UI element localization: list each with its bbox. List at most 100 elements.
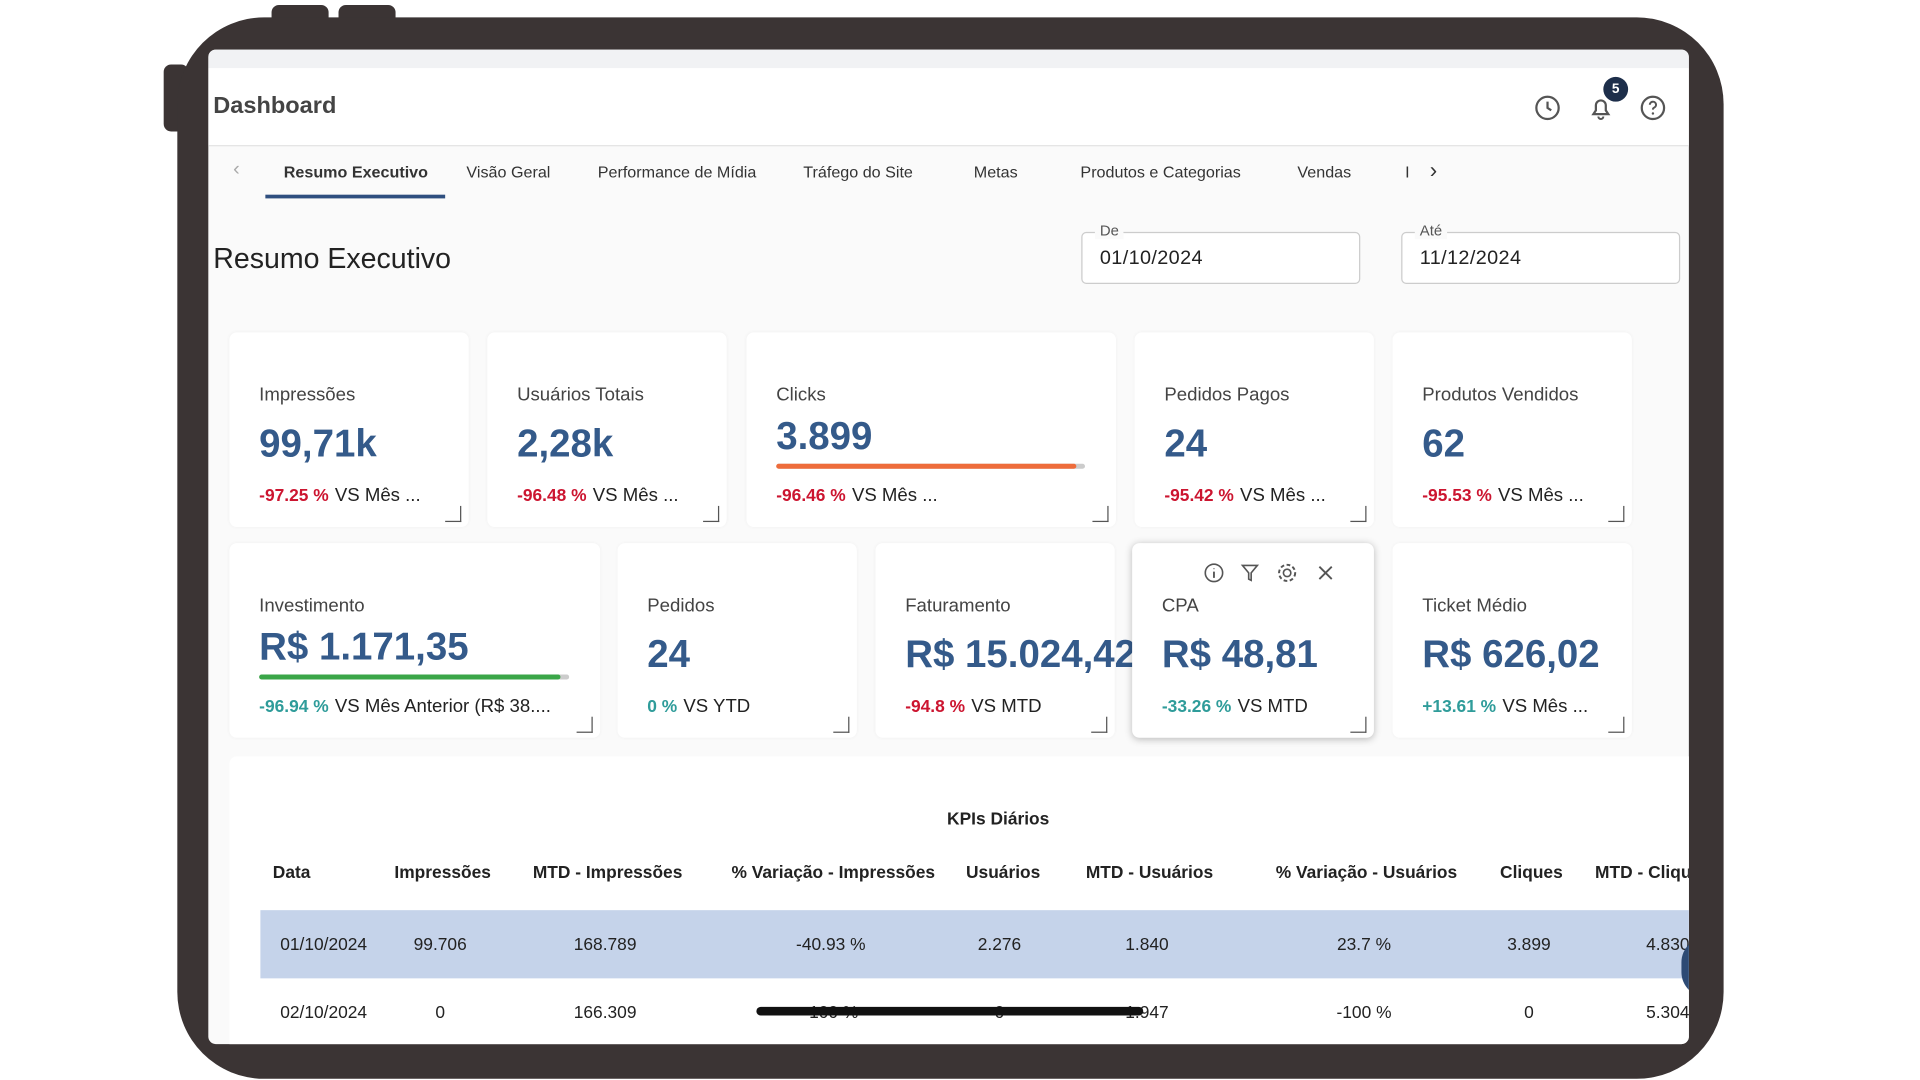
date-to-label: Até: [1414, 221, 1448, 240]
change-value: -95.42 %: [1164, 484, 1234, 505]
column-header: Impressões: [394, 861, 491, 882]
comparison: VS MTD: [1237, 695, 1308, 717]
change-value: -96.48 %: [517, 484, 587, 505]
help-icon[interactable]: [1638, 93, 1668, 123]
tab[interactable]: Resumo Executivo: [283, 162, 429, 182]
column-header: Usuários: [966, 861, 1041, 882]
comparison: VS YTD: [683, 695, 751, 717]
kpi-card[interactable]: Investimento R$ 1.171,35 -96.94 % VS Mês An…: [229, 543, 601, 738]
kpi-card[interactable]: Usuários Totais 2,28k -96.48 % VS Mês ...: [487, 332, 727, 527]
tab[interactable]: Performance de Mídia: [597, 162, 757, 182]
table-cell: 1.840: [1125, 933, 1169, 954]
resize-corner: [1608, 716, 1625, 733]
notification-badge: 5: [1603, 76, 1629, 102]
card-label: CPA: [1161, 595, 1199, 617]
table-cell: 23.7 %: [1336, 933, 1392, 954]
card-change: -97.25 % VS Mês ...: [259, 485, 420, 506]
card-change: +13.61 % VS Mês ...: [1422, 696, 1588, 717]
column-header: MTD - Cliques: [1595, 861, 1689, 882]
resize-corner: [1091, 716, 1108, 733]
table-cell: 0: [435, 1001, 446, 1022]
card-change: -95.53 % VS Mês ...: [1422, 485, 1583, 506]
tab[interactable]: I: [1405, 162, 1410, 182]
kpi-card[interactable]: Pedidos Pagos 24 -95.42 % VS Mês ...: [1134, 332, 1374, 527]
column-header: Data: [272, 861, 311, 882]
progress-bar: [776, 463, 1077, 469]
date-to[interactable]: Até 11/12/2024: [1401, 221, 1681, 284]
table-cell: 4.830: [1646, 933, 1689, 954]
table-cell: 01/10/2024: [280, 933, 368, 954]
card-value: 99,71k: [259, 421, 377, 465]
page-title: Resumo Executivo: [213, 241, 452, 275]
comparison: VS Mês ...: [1497, 484, 1584, 506]
date-from-value: 01/10/2024: [1099, 248, 1203, 270]
table-cell: -40.93 %: [796, 933, 866, 954]
table-cell: 1.947: [1125, 1001, 1169, 1022]
history-icon[interactable]: [1533, 93, 1563, 123]
tab[interactable]: Metas: [973, 162, 1018, 182]
table-title: KPIs Diários: [947, 808, 1050, 829]
resize-corner: [1350, 716, 1367, 733]
column-header: Cliques: [1500, 861, 1563, 882]
card-toolbar: [1202, 560, 1351, 585]
card-change: 0 % VS YTD: [647, 696, 750, 717]
table-cell: 3.899: [1507, 933, 1551, 954]
tab-scroll-left[interactable]: ‹: [233, 158, 240, 180]
card-label: Impressões: [259, 384, 356, 406]
change-value: -33.26 %: [1161, 695, 1232, 716]
resize-corner: [833, 716, 850, 733]
comparison: VS MTD: [971, 695, 1042, 717]
card-change: -96.94 % VS Mês Anterior (R$ 38....: [259, 696, 551, 717]
kpi-card[interactable]: Faturamento R$ 15.024,42 -94.8 % VS MTD: [875, 543, 1136, 738]
table-cell: 168.789: [573, 933, 637, 954]
kpi-card[interactable]: Impressões 99,71k -97.25 % VS Mês ...: [229, 332, 469, 527]
comparison: VS Mês ...: [334, 484, 421, 506]
tab-scroll-right[interactable]: ›: [1429, 157, 1438, 183]
change-value: 0 %: [647, 695, 678, 716]
tab[interactable]: Produtos e Categorias: [1080, 162, 1241, 182]
card-change: -94.8 % VS MTD: [905, 696, 1041, 717]
card-change: -96.46 % VS Mês ...: [776, 485, 937, 506]
change-value: -96.94 %: [259, 695, 329, 716]
notification-icon[interactable]: [1586, 93, 1616, 123]
comparison: VS Mês Anterior (R$ 38....: [334, 695, 551, 717]
change-value: -95.53 %: [1422, 484, 1492, 505]
card-value: R$ 48,81: [1161, 632, 1318, 676]
card-value: 24: [1164, 421, 1208, 465]
card-value: 2,28k: [517, 421, 614, 465]
tab[interactable]: Visão Geral: [466, 162, 551, 182]
comparison: VS Mês ...: [592, 484, 679, 506]
row-highlight: [260, 910, 1689, 979]
resize-corner: [445, 505, 462, 523]
comparison: VS Mês ...: [851, 484, 938, 506]
card-label: Pedidos: [647, 595, 715, 617]
column-header: % Variação - Impressões: [731, 861, 936, 882]
tab[interactable]: Tráfego do Site: [803, 162, 913, 182]
card-value: R$ 15.024,42: [905, 632, 1137, 676]
change-value: -94.8 %: [905, 695, 966, 716]
scrubber: [756, 1006, 1144, 1016]
tab[interactable]: Vendas: [1297, 162, 1352, 182]
table-cell: 99.706: [413, 933, 467, 954]
floating-button[interactable]: [1681, 937, 1689, 997]
table-cell: 2.276: [977, 933, 1022, 954]
kpi-card[interactable]: Ticket Médio R$ 626,02 +13.61 % VS Mês ...: [1392, 543, 1632, 738]
card-label: Ticket Médio: [1422, 595, 1528, 617]
kpi-card[interactable]: Pedidos 24 0 % VS YTD: [617, 543, 857, 738]
header-title: Dashboard: [213, 93, 337, 120]
resize-corner: [1350, 505, 1367, 523]
table-cell: 5.304: [1646, 1001, 1689, 1022]
table-panel: KPIs Diários Data Impressões MTD - Impress…: [229, 756, 1689, 1045]
top-strip: [208, 49, 1689, 69]
change-value: -96.46 %: [776, 484, 846, 505]
card-change: -33.26 % VS MTD: [1162, 696, 1308, 717]
change-value: -97.25 %: [259, 484, 329, 505]
date-from[interactable]: De 01/10/2024: [1081, 221, 1361, 284]
kpi-card[interactable]: CPA R$ 48,81 -33.26 % VS MTD: [1132, 543, 1374, 738]
comparison: VS Mês ...: [1240, 484, 1326, 506]
tab-underline: [265, 194, 446, 199]
toolbar-icons[interactable]: [1202, 560, 1351, 585]
card-value: 3.899: [776, 414, 873, 458]
kpi-card[interactable]: Clicks 3.899 -96.46 % VS Mês ...: [746, 332, 1116, 527]
kpi-card[interactable]: Produtos Vendidos 62 -95.53 % VS Mês ...: [1392, 332, 1632, 527]
